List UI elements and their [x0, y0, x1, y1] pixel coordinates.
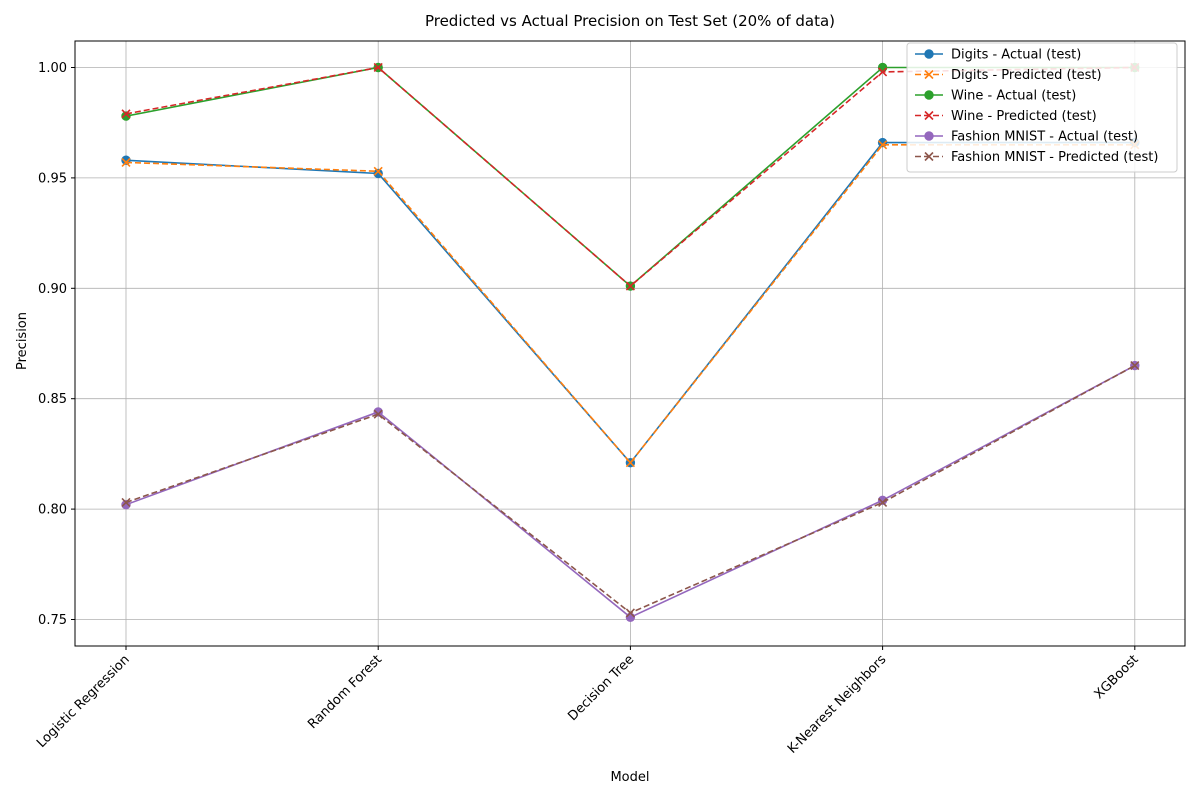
marker-x-stroke	[924, 69, 934, 80]
data-point	[625, 612, 636, 622]
data-point	[878, 67, 888, 77]
marker-x-stroke	[121, 157, 131, 168]
legend-label: Wine - Predicted (test)	[951, 109, 1097, 124]
marker-x-stroke	[924, 151, 934, 162]
y-axis-title: Precision	[15, 312, 30, 370]
marker-x-stroke	[625, 281, 635, 291]
marker-x-stroke	[121, 109, 131, 119]
legend: Digits - Actual (test) Digits - Predicted…	[906, 42, 1178, 173]
series-6	[121, 361, 1140, 618]
x-axis-title: Model	[610, 770, 649, 785]
legend-entry: Fashion MNIST - Actual (test)	[915, 130, 1138, 145]
data-point	[877, 62, 888, 73]
marker-x-stroke	[373, 409, 383, 419]
marker-x-stroke	[878, 67, 888, 77]
legend-entry: Wine - Predicted (test)	[915, 109, 1097, 124]
legend-swatch-marker	[924, 151, 934, 162]
legend-swatch-marker	[924, 49, 934, 59]
marker-x-stroke	[878, 497, 888, 508]
legend-entry: Fashion MNIST - Predicted (test)	[915, 150, 1158, 165]
data-point	[878, 140, 888, 150]
legend-swatch-marker	[924, 131, 934, 141]
data-point	[121, 109, 131, 119]
data-point	[373, 166, 383, 176]
data-point	[878, 497, 888, 508]
y-tick-label: 0.75	[38, 613, 67, 628]
legend-label: Fashion MNIST - Actual (test)	[951, 130, 1138, 145]
legend-entry: Digits - Actual (test)	[915, 48, 1081, 63]
legend-label: Digits - Actual (test)	[951, 48, 1081, 63]
data-point	[625, 281, 635, 291]
legend-label: Digits - Predicted (test)	[951, 68, 1102, 83]
data-point	[625, 608, 635, 618]
marker-x-stroke	[924, 110, 934, 121]
legend-entry: Wine - Actual (test)	[915, 89, 1076, 104]
marker-x-stroke	[625, 608, 635, 618]
data-point	[625, 458, 635, 468]
legend-label: Wine - Actual (test)	[951, 89, 1076, 104]
data-point	[373, 62, 383, 73]
marker-x-stroke	[1130, 361, 1140, 371]
marker-x-stroke	[625, 458, 635, 468]
y-tick-label: 1.00	[38, 61, 67, 76]
legend-label: Fashion MNIST - Predicted (test)	[951, 150, 1158, 165]
marker-x-stroke	[121, 497, 131, 508]
marker-x-stroke	[373, 62, 383, 73]
grid	[75, 41, 1185, 646]
data-point	[121, 497, 131, 508]
y-tick-label: 0.95	[38, 171, 67, 186]
data-point	[373, 168, 383, 179]
legend-entry: Digits - Predicted (test)	[915, 68, 1102, 83]
data-point	[121, 157, 131, 168]
data-point	[1130, 361, 1140, 371]
y-tick-label: 0.90	[38, 282, 67, 297]
y-tick-label: 0.85	[38, 392, 67, 407]
marker-x-stroke	[373, 166, 383, 176]
legend-swatch-marker	[924, 90, 934, 100]
y-tick-label: 0.80	[38, 503, 67, 518]
chart-title: Predicted vs Actual Precision on Test Se…	[425, 12, 835, 30]
legend-swatch-marker	[924, 69, 934, 80]
legend-swatch-marker	[924, 110, 934, 121]
data-point	[373, 409, 383, 419]
marker-x-stroke	[878, 140, 888, 150]
legend-box	[906, 42, 1178, 173]
